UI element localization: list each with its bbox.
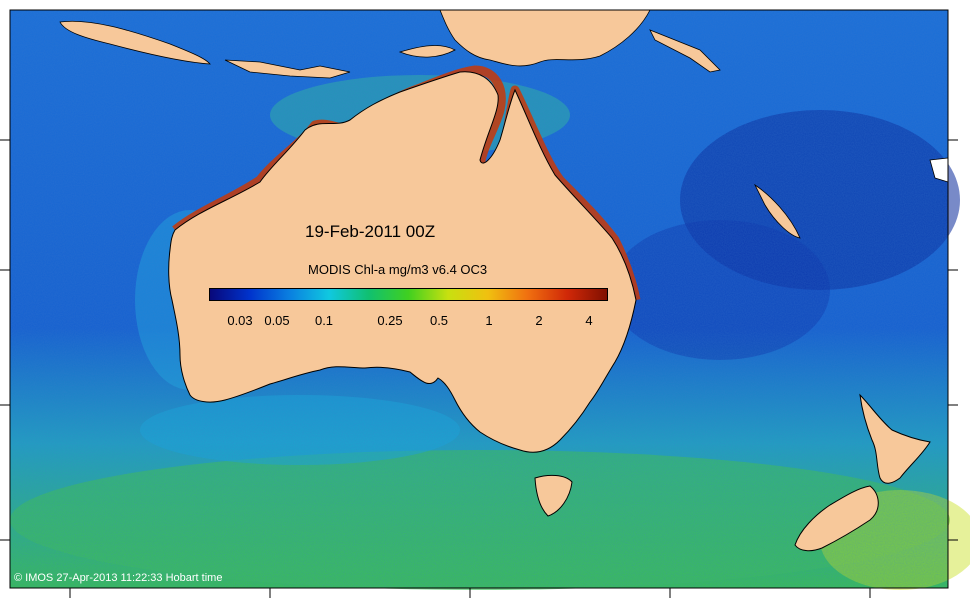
land-new-guinea: [439, 9, 651, 67]
colorbar-tick: 0.1: [314, 313, 334, 328]
colorbar: [209, 288, 608, 301]
colorbar-tick: 2: [535, 313, 543, 328]
colorbar-tick: 0.05: [264, 313, 290, 328]
colorbar-tick: 0.5: [429, 313, 449, 328]
colorbar-tick: 0.25: [377, 313, 403, 328]
colorbar-tick: 4: [585, 313, 593, 328]
colorbar-tick: 1: [485, 313, 493, 328]
land-tasmania: [534, 474, 573, 517]
colorbar-title: MODIS Chl-a mg/m3 v6.4 OC3: [308, 262, 488, 277]
land-australia: [168, 71, 637, 453]
credit-text: © IMOS 27-Apr-2013 11:22:33 Hobart time: [14, 572, 223, 584]
date-label: 19-Feb-2011 00Z: [305, 222, 436, 241]
land-islands: [224, 59, 351, 79]
land-nz-north: [859, 393, 931, 484]
graticule-ticks: [0, 139, 958, 598]
land-java: [59, 20, 211, 65]
land-nz-south: [794, 485, 879, 552]
colorbar-tick: 0.03: [227, 313, 253, 328]
land-new-caledonia: [753, 183, 801, 239]
land-pacific-islands: [649, 29, 721, 73]
land-timor: [398, 45, 456, 58]
